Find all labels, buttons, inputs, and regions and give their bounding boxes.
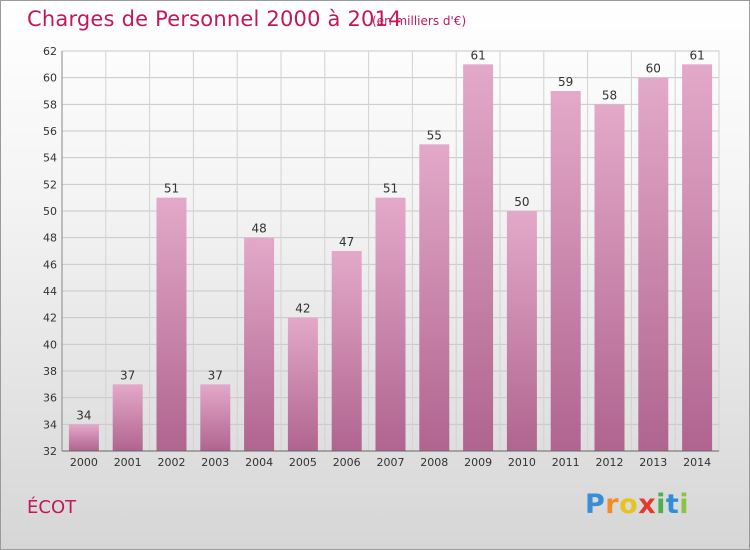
bar-value-label: 37 — [120, 368, 135, 382]
bar — [375, 197, 406, 451]
bar — [594, 104, 625, 451]
x-tick-label: 2012 — [596, 456, 624, 469]
x-tick-label: 2000 — [70, 456, 98, 469]
commune-name: ÉCOT — [27, 497, 77, 518]
y-tick-label: 52 — [43, 178, 57, 191]
logo-letter: t — [665, 489, 680, 520]
bar — [200, 384, 231, 451]
x-tick-label: 2011 — [552, 456, 580, 469]
y-tick-label: 62 — [43, 45, 57, 58]
axis-layer: 32 34 36 38 40 42 44 46 48 50 52 54 56 58 60 62 2000 2001… — [43, 45, 719, 469]
bar — [156, 197, 187, 451]
bar-value-label: 47 — [339, 235, 354, 249]
bar — [331, 251, 362, 451]
y-tick-label: 58 — [43, 98, 57, 111]
chart-title: Charges de Personnel 2000 à 2014 — [27, 7, 402, 31]
bar-value-label: 51 — [164, 182, 179, 196]
bar — [506, 211, 537, 451]
y-tick-label: 60 — [43, 72, 57, 85]
y-tick-label: 44 — [43, 285, 57, 298]
bar — [419, 144, 450, 452]
bar-value-label: 55 — [427, 128, 442, 142]
bar — [550, 91, 581, 451]
bar — [244, 237, 275, 451]
y-tick-label: 56 — [43, 125, 57, 138]
x-tick-label: 2009 — [464, 456, 492, 469]
label-layer: 34 37 51 37 48 42 47 51 55 61 50 59 58 60 61 — [76, 48, 704, 422]
x-tick-label: 2003 — [201, 456, 229, 469]
y-tick-label: 36 — [43, 392, 57, 405]
x-tick-label: 2004 — [245, 456, 273, 469]
y-tick-label: 34 — [43, 418, 57, 431]
bar-value-label: 59 — [558, 75, 573, 89]
x-tick-label: 2008 — [420, 456, 448, 469]
logo-letter: r — [605, 489, 620, 520]
x-tick-label: 2014 — [683, 456, 711, 469]
bar-value-label: 60 — [646, 62, 661, 76]
bar — [68, 424, 99, 451]
y-tick-label: 48 — [43, 232, 57, 245]
logo-letter: P — [585, 489, 606, 520]
logo-letter: x — [638, 489, 657, 520]
bar-value-label: 61 — [689, 48, 704, 62]
bar-value-label: 42 — [295, 302, 310, 316]
bar-value-label: 58 — [602, 88, 617, 102]
x-tick-label: 2007 — [377, 456, 405, 469]
logo-letter: o — [619, 489, 639, 520]
x-tick-label: 2006 — [333, 456, 361, 469]
y-tick-label: 50 — [43, 205, 57, 218]
x-tick-label: 2010 — [508, 456, 536, 469]
y-tick-label: 42 — [43, 312, 57, 325]
x-tick-label: 2002 — [158, 456, 186, 469]
bar-value-label: 37 — [208, 368, 223, 382]
bar-layer — [68, 64, 713, 452]
logo-letter: i — [656, 489, 666, 520]
y-tick-label: 46 — [43, 258, 57, 271]
bar — [682, 64, 713, 452]
bar-value-label: 61 — [470, 48, 485, 62]
proxiti-logo[interactable]: Proxiti — [585, 489, 689, 520]
bar — [463, 64, 494, 452]
y-tick-label: 40 — [43, 338, 57, 351]
bar-value-label: 34 — [76, 408, 91, 422]
y-tick-label: 38 — [43, 365, 57, 378]
x-tick-label: 2013 — [639, 456, 667, 469]
x-tick-label: 2001 — [114, 456, 142, 469]
bar — [638, 77, 669, 452]
y-tick-label: 54 — [43, 152, 57, 165]
chart-subtitle: (en milliers d'€) — [372, 14, 467, 28]
x-tick-label: 2005 — [289, 456, 317, 469]
bar — [287, 317, 318, 451]
bar-value-label: 50 — [514, 195, 529, 209]
bar — [112, 384, 143, 451]
y-tick-label: 32 — [43, 445, 57, 458]
bar-value-label: 51 — [383, 182, 398, 196]
bar-value-label: 48 — [251, 222, 266, 236]
logo-letter: i — [679, 489, 690, 520]
